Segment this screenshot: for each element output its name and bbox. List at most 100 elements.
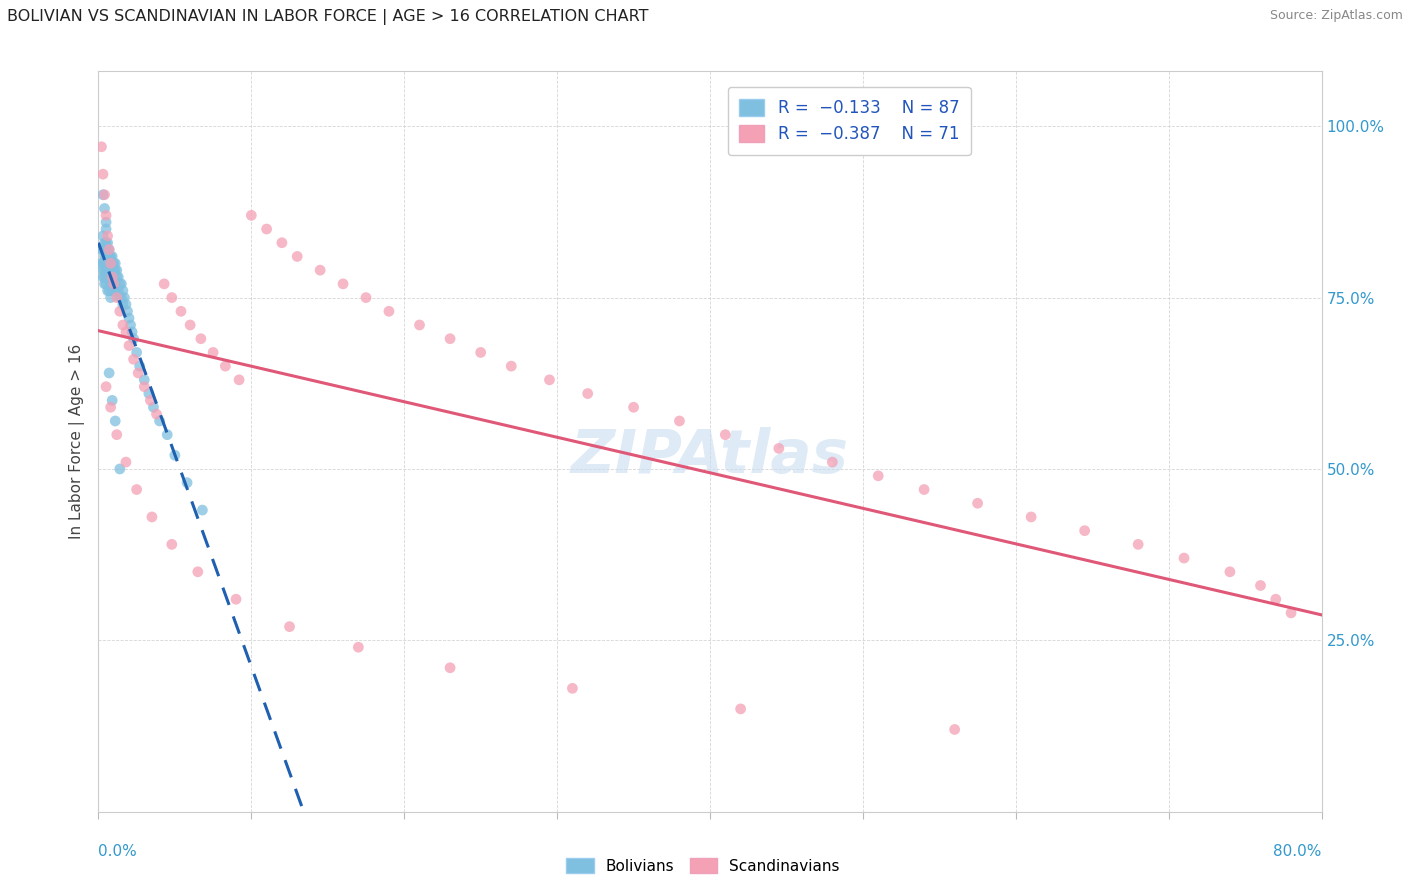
- Point: [107, 270, 129, 285]
- Point: [101, 250, 124, 264]
- Point: [1249, 578, 1271, 592]
- Point: [100, 256, 122, 270]
- Point: [191, 503, 214, 517]
- Point: [768, 442, 790, 456]
- Text: Source: ZipAtlas.com: Source: ZipAtlas.com: [1270, 9, 1403, 22]
- Point: [309, 263, 332, 277]
- Point: [93, 256, 115, 270]
- Point: [100, 263, 122, 277]
- Point: [117, 304, 139, 318]
- Point: [91, 187, 114, 202]
- Point: [538, 373, 561, 387]
- Point: [97, 243, 120, 257]
- Point: [110, 277, 132, 291]
- Point: [103, 270, 125, 285]
- Point: [94, 277, 117, 291]
- Point: [285, 250, 308, 264]
- Point: [111, 318, 134, 332]
- Point: [94, 270, 117, 285]
- Point: [190, 332, 212, 346]
- Point: [90, 256, 112, 270]
- Point: [240, 208, 263, 222]
- Point: [105, 270, 128, 285]
- Point: [134, 380, 156, 394]
- Point: [1128, 537, 1150, 551]
- Point: [94, 222, 117, 236]
- Point: [127, 366, 149, 380]
- Point: [97, 228, 120, 243]
- Point: [97, 256, 120, 270]
- Point: [121, 325, 143, 339]
- Point: [214, 359, 236, 373]
- Point: [187, 565, 209, 579]
- Point: [163, 448, 186, 462]
- Point: [160, 537, 183, 551]
- Point: [94, 243, 117, 257]
- Point: [668, 414, 690, 428]
- Point: [1073, 524, 1095, 538]
- Text: 0.0%: 0.0%: [98, 845, 138, 859]
- Point: [354, 291, 377, 305]
- Point: [105, 263, 128, 277]
- Point: [100, 270, 122, 285]
- Point: [104, 263, 127, 277]
- Point: [912, 483, 935, 497]
- Point: [105, 427, 128, 442]
- Point: [256, 222, 278, 236]
- Point: [93, 250, 115, 264]
- Point: [91, 270, 114, 285]
- Point: [112, 291, 135, 305]
- Point: [142, 401, 165, 415]
- Text: BOLIVIAN VS SCANDINAVIAN IN LABOR FORCE | AGE > 16 CORRELATION CHART: BOLIVIAN VS SCANDINAVIAN IN LABOR FORCE …: [7, 9, 648, 25]
- Point: [91, 167, 114, 181]
- Point: [93, 277, 115, 291]
- Point: [176, 475, 198, 490]
- Point: [97, 235, 120, 250]
- Point: [101, 393, 124, 408]
- Point: [120, 318, 142, 332]
- Point: [98, 250, 121, 264]
- Y-axis label: In Labor Force | Age > 16: In Labor Force | Age > 16: [69, 344, 86, 539]
- Point: [1279, 606, 1302, 620]
- Point: [561, 681, 583, 696]
- Point: [347, 640, 370, 655]
- Point: [94, 256, 117, 270]
- Point: [105, 284, 128, 298]
- Point: [93, 270, 115, 285]
- Point: [94, 208, 117, 222]
- Point: [100, 291, 122, 305]
- Point: [103, 277, 125, 291]
- Point: [115, 297, 138, 311]
- Point: [107, 284, 129, 298]
- Point: [115, 325, 138, 339]
- Point: [93, 202, 115, 216]
- Point: [97, 250, 120, 264]
- Point: [868, 468, 890, 483]
- Point: [170, 304, 193, 318]
- Point: [501, 359, 523, 373]
- Point: [97, 270, 120, 285]
- Point: [103, 284, 125, 298]
- Point: [101, 270, 124, 285]
- Point: [139, 393, 162, 408]
- Point: [623, 401, 645, 415]
- Point: [145, 407, 167, 421]
- Point: [134, 373, 156, 387]
- Text: 80.0%: 80.0%: [1274, 845, 1322, 859]
- Point: [98, 366, 121, 380]
- Point: [105, 291, 128, 305]
- Point: [439, 661, 461, 675]
- Point: [98, 256, 121, 270]
- Point: [104, 256, 127, 270]
- Point: [714, 427, 737, 442]
- Point: [104, 414, 127, 428]
- Point: [408, 318, 430, 332]
- Point: [91, 228, 114, 243]
- Point: [576, 386, 599, 401]
- Point: [100, 250, 122, 264]
- Point: [943, 723, 966, 737]
- Point: [821, 455, 844, 469]
- Point: [153, 277, 176, 291]
- Point: [118, 338, 141, 352]
- Point: [98, 263, 121, 277]
